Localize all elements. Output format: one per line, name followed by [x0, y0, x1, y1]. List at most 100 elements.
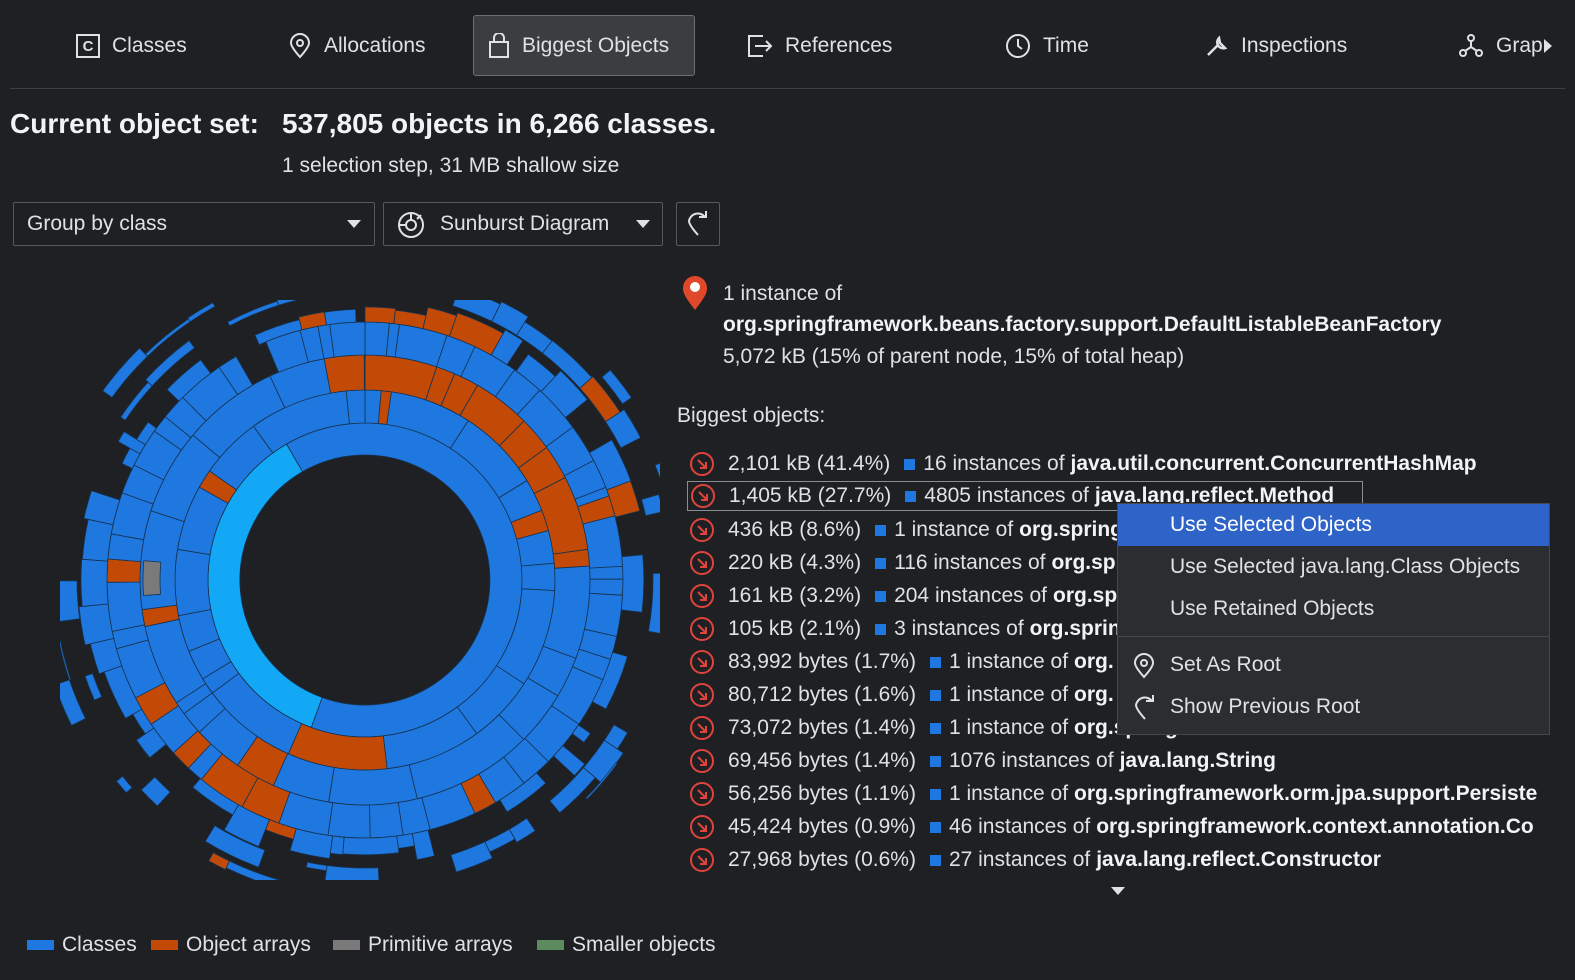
sunburst-segment[interactable] [327, 802, 371, 839]
sunburst-segment[interactable] [369, 802, 404, 839]
sunburst-segment[interactable] [620, 554, 645, 613]
sunburst-segment[interactable] [187, 302, 216, 323]
sunburst-segment[interactable] [549, 767, 596, 814]
sunburst-segment[interactable] [329, 321, 366, 358]
tab[interactable]: Biggest Objects [473, 15, 695, 76]
sunburst-segment[interactable] [589, 565, 624, 580]
previous-root-button[interactable] [676, 202, 720, 246]
sunburst-segment[interactable] [364, 306, 397, 325]
tab[interactable]: C Classes [76, 15, 187, 76]
sunburst-segment[interactable] [136, 421, 157, 446]
sunburst-segment[interactable] [223, 804, 270, 848]
sunburst-segment[interactable] [591, 651, 628, 710]
sunburst-segment[interactable] [60, 580, 81, 622]
sunburst-segment[interactable] [588, 439, 632, 491]
menu-item[interactable]: Use Selected java.lang.Class Objects [1118, 546, 1549, 588]
sunburst-segment[interactable] [345, 389, 366, 425]
tab[interactable]: Inspections [1205, 15, 1347, 76]
sunburst-segment[interactable] [106, 581, 145, 632]
sunburst-segment[interactable] [117, 431, 146, 455]
menu-item[interactable]: Use Selected Objects [1118, 504, 1549, 546]
sunburst-segment[interactable] [135, 727, 167, 759]
tab[interactable]: Allocations [288, 15, 426, 76]
sunburst-segment[interactable] [491, 301, 529, 336]
sunburst-segment[interactable] [78, 603, 115, 646]
object-row[interactable]: 56,256 bytes (1.1%) 1 instance of org.spri… [687, 778, 1557, 810]
tab[interactable]: Grap [1458, 15, 1554, 76]
sunburst-segment[interactable] [484, 828, 516, 853]
view-dropdown[interactable]: Sunburst Diagram [383, 202, 663, 246]
sunburst-segment[interactable] [585, 762, 618, 800]
sunburst-segment[interactable] [144, 339, 196, 387]
sunburst-segment[interactable] [520, 562, 556, 592]
sunburst-segment[interactable] [601, 369, 633, 405]
object-row[interactable]: 220 kB (4.3%) 116 instances of org.sp [687, 547, 1557, 579]
sunburst-segment[interactable] [208, 852, 231, 871]
sunburst-segment[interactable] [450, 841, 493, 873]
sunburst-segment[interactable] [227, 300, 280, 327]
sunburst-segment[interactable] [606, 480, 641, 518]
sunburst-segment[interactable] [553, 745, 586, 777]
tab[interactable]: Time [1005, 15, 1089, 76]
sunburst-segment[interactable] [83, 490, 121, 526]
sunburst-segment[interactable] [508, 817, 536, 843]
object-row[interactable]: 161 kB (3.2%) 204 instances of org.sp [687, 580, 1557, 612]
sunburst-segment[interactable] [582, 515, 624, 569]
sunburst-segment[interactable] [115, 775, 133, 794]
sunburst-segment[interactable] [328, 764, 418, 806]
sunburst-segment[interactable] [584, 592, 623, 637]
sunburst-segment[interactable] [540, 370, 588, 419]
sunburst-segment[interactable] [499, 772, 547, 813]
tab[interactable]: References [747, 15, 892, 76]
sunburst-segment[interactable] [363, 354, 366, 391]
more-arrow[interactable] [1110, 886, 1126, 896]
sunburst-segment[interactable] [342, 835, 400, 856]
sunburst-segment[interactable] [364, 321, 390, 357]
sunburst-segment[interactable] [324, 865, 380, 881]
sunburst-segment[interactable] [324, 308, 357, 326]
object-row[interactable]: 105 kB (2.1%) 3 instances of org.spring [687, 613, 1557, 645]
sunburst-segment[interactable] [654, 461, 660, 489]
sunburst-segment[interactable] [218, 355, 254, 396]
sunburst-segment[interactable] [289, 828, 333, 859]
sunburst-segment[interactable] [120, 381, 153, 421]
sunburst-segment[interactable] [174, 548, 212, 617]
object-row[interactable]: 80,712 bytes (1.6%) 1 instance of org. [687, 679, 1557, 711]
sunburst-segment[interactable] [411, 829, 435, 861]
menu-item[interactable]: Set As Root [1118, 644, 1549, 686]
sunburst-segment[interactable] [84, 672, 103, 701]
sunburst-segment[interactable] [647, 572, 660, 634]
sunburst-segment[interactable] [204, 825, 266, 868]
object-row[interactable]: 2,101 kB (41.4%) 16 instances of java.util… [687, 448, 1557, 480]
sunburst-segment[interactable] [305, 861, 328, 872]
group-dropdown[interactable]: Group by class [13, 202, 375, 246]
object-row[interactable]: 1,405 kB (27.7%) 4805 instances of java.la… [687, 481, 1363, 511]
sunburst-segment[interactable] [192, 777, 239, 816]
sunburst-segment[interactable] [641, 494, 661, 517]
sunburst-segment[interactable] [60, 679, 87, 727]
object-row[interactable]: 436 kB (8.6%) 1 instance of org.spring [687, 514, 1557, 546]
sunburst-segment[interactable] [60, 624, 72, 681]
menu-item[interactable]: Use Retained Objects [1118, 588, 1549, 630]
object-row[interactable]: 83,992 bytes (1.7%) 1 instance of org. [687, 646, 1557, 678]
sunburst-segment[interactable] [605, 408, 642, 449]
sunburst-segment[interactable] [589, 578, 624, 596]
object-row[interactable]: 69,456 bytes (1.4%) 1076 instances of java… [687, 745, 1557, 777]
sunburst-segment[interactable] [106, 558, 142, 583]
sunburst-segment[interactable] [276, 300, 306, 306]
menu-item[interactable]: Show Previous Root [1118, 686, 1549, 728]
sunburst-segment[interactable] [102, 347, 149, 399]
object-row[interactable]: 45,424 bytes (0.9%) 46 instances of org.sp… [687, 811, 1557, 843]
sunburst-segment[interactable] [166, 359, 212, 402]
sunburst-segment[interactable] [140, 776, 171, 807]
object-row[interactable]: 27,968 bytes (0.6%) 27 instances of java.l… [687, 844, 1557, 876]
sunburst-segment[interactable] [323, 354, 365, 394]
sunburst-segment[interactable] [80, 558, 109, 607]
sunburst-segment[interactable] [81, 518, 114, 562]
sunburst-segment[interactable] [396, 833, 415, 849]
sunburst-diagram[interactable] [60, 300, 660, 880]
sunburst-segment[interactable] [142, 560, 162, 596]
sunburst-segment[interactable] [490, 329, 524, 366]
sunburst-segment[interactable] [571, 724, 592, 743]
scroll-arrow[interactable] [1542, 38, 1554, 54]
